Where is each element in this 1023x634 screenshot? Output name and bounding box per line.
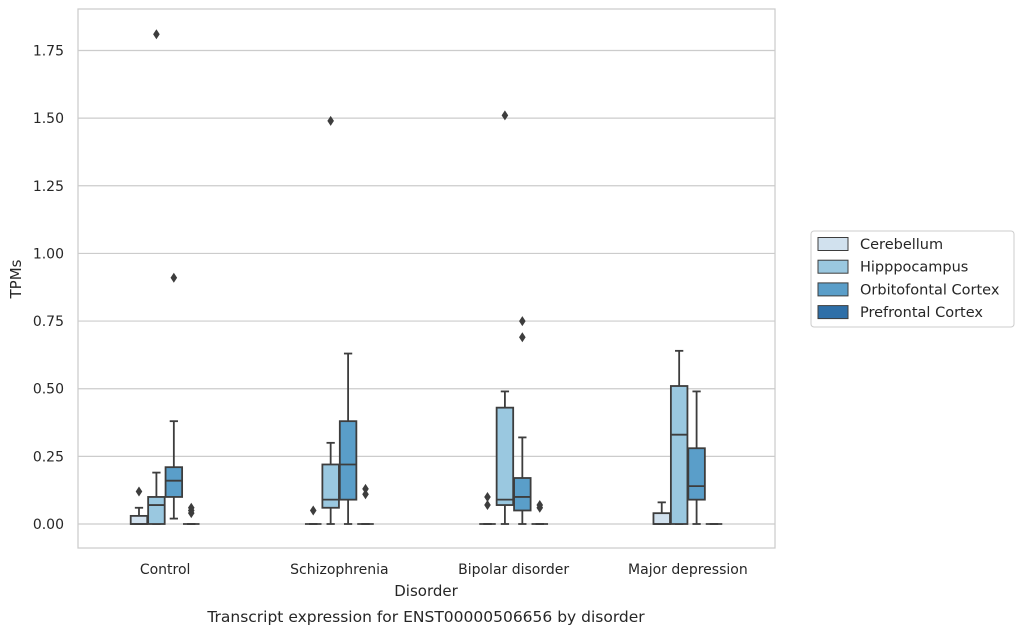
box <box>338 420 358 501</box>
outlier-point <box>519 332 526 343</box>
outlier-point <box>484 500 491 511</box>
y-axis-label: TPMs <box>7 259 25 299</box>
legend-swatch <box>817 259 849 274</box>
outlier-point <box>362 483 369 494</box>
grid-lines <box>78 49 775 525</box>
outlier-point <box>536 500 544 511</box>
y-tick-label: 0.50 <box>33 382 64 398</box>
y-tick-label: 0.25 <box>33 449 64 465</box>
outlier-point <box>135 486 143 497</box>
legend-label: Hipppocampus <box>860 260 968 276</box>
box <box>652 512 671 525</box>
legend-label: Cerebellum <box>860 237 943 253</box>
outlier-point <box>170 272 178 283</box>
legend-label: Orbitofontal Cortex <box>860 282 1000 298</box>
plot-area <box>77 8 776 549</box>
outlier-point <box>362 489 369 500</box>
x-tick-label: Schizophrenia <box>290 562 388 578</box>
y-tick-label: 0.00 <box>33 517 64 533</box>
y-tick-label: 1.25 <box>33 179 64 195</box>
legend-swatch <box>817 282 849 297</box>
outlier-point <box>501 110 509 121</box>
y-tick-label: 1.00 <box>33 246 64 262</box>
y-tick-labels: 0.00 0.25 0.50 0.75 1.00 1.25 1.50 1.75 <box>33 44 64 534</box>
chart-caption: Transcript expression for ENST0000050665… <box>206 608 645 626</box>
y-tick-label: 0.75 <box>33 314 64 330</box>
legend: Cerebellum Hipppocampus Orbitofontal Corte… <box>810 230 1015 328</box>
box <box>147 496 166 525</box>
y-tick-label: 1.75 <box>33 44 64 60</box>
legend-frame <box>810 230 1015 328</box>
y-tick-label: 1.50 <box>33 111 64 127</box>
legend-swatch <box>817 237 849 251</box>
outlier-point <box>484 491 491 502</box>
x-tick-labels: Control Schizophrenia Bipolar disorder Majo… <box>140 562 748 578</box>
series-cerebellum <box>129 486 671 525</box>
series-orbitofontal-cortex <box>164 272 706 525</box>
x-tick-label: Bipolar disorder <box>458 562 569 578</box>
outlier-point <box>187 502 195 513</box>
series-hipppocampus <box>147 29 689 525</box>
legend-label: Prefrontal Cortex <box>860 305 983 321</box>
box <box>513 477 532 512</box>
series-prefrontal-cortex <box>182 483 723 525</box>
x-axis-label: Disorder <box>394 582 458 600</box>
box <box>495 406 515 506</box>
x-tick-label: Major depression <box>628 562 748 578</box>
outlier-point <box>327 115 334 126</box>
box <box>129 514 149 525</box>
box <box>669 385 689 525</box>
x-tick-label: Control <box>140 562 191 578</box>
outlier-point <box>309 505 317 516</box>
box <box>164 466 184 498</box>
box-series <box>129 29 723 525</box>
box <box>321 463 340 509</box>
outlier-point <box>153 29 160 40</box>
outlier-point <box>519 316 526 327</box>
box <box>687 447 706 501</box>
legend-swatch <box>817 305 849 320</box>
